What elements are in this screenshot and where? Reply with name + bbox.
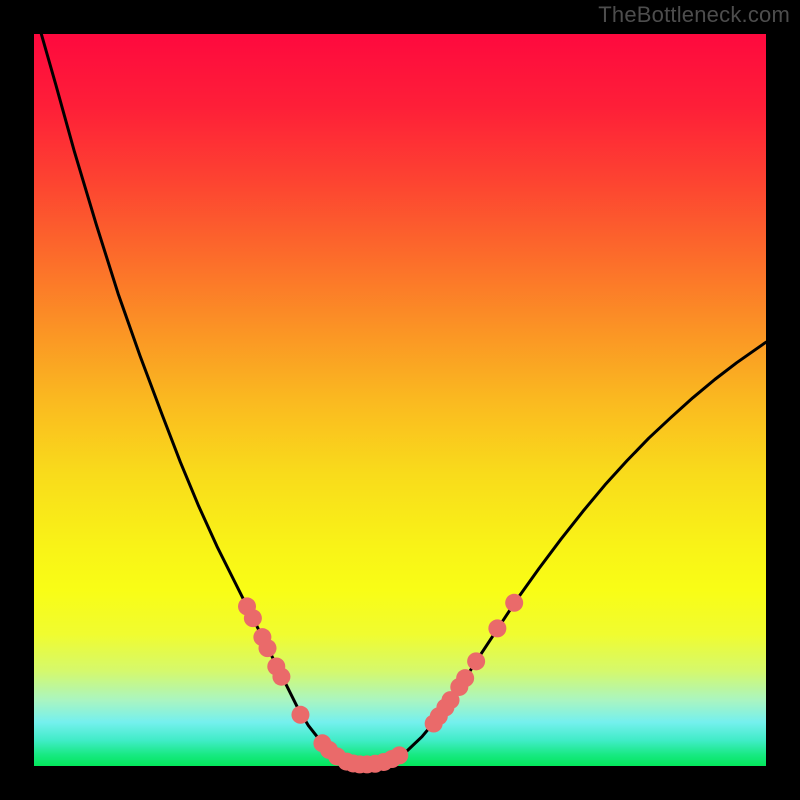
curve-marker [390,746,408,764]
curve-marker [467,652,485,670]
curve-marker [456,669,474,687]
watermark-label: TheBottleneck.com [598,2,790,28]
chart-gradient-background [34,34,766,766]
curve-marker [259,639,277,657]
chart-stage: TheBottleneck.com [0,0,800,800]
curve-marker [488,619,506,637]
curve-marker [505,594,523,612]
curve-marker [272,668,290,686]
curve-marker [291,706,309,724]
curve-marker [244,609,262,627]
bottleneck-curve-chart [0,0,800,800]
